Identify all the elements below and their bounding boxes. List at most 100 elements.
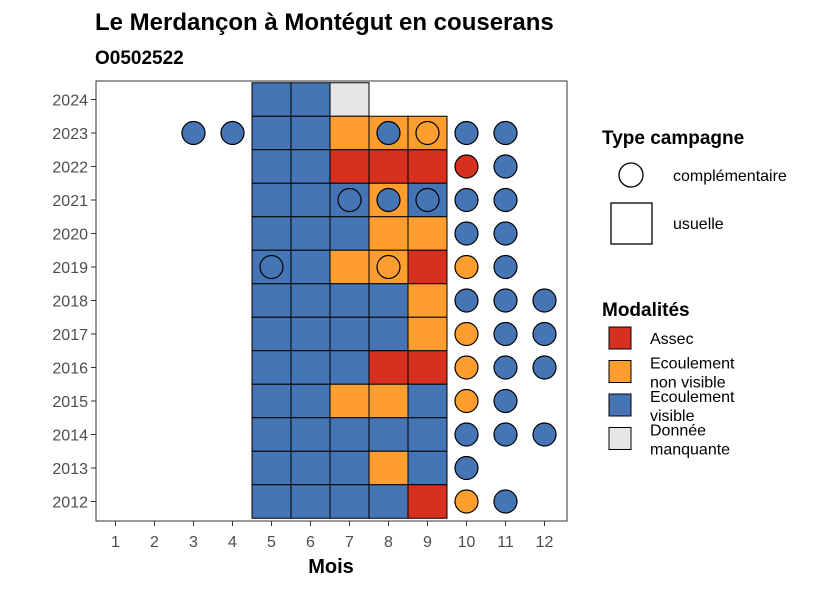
x-tick-label-8: 8	[384, 534, 393, 551]
tile-2024-7	[329, 82, 370, 117]
y-tick-label-2012: 2012	[52, 495, 88, 512]
point-2023-9	[415, 120, 440, 146]
tile-2022-6	[290, 149, 331, 184]
tile-2012-7	[329, 484, 370, 519]
point-2023-8	[376, 120, 401, 146]
tile-2014-8	[368, 417, 409, 452]
tile-2018-5	[251, 283, 292, 318]
point-2015-10	[454, 388, 479, 414]
y-axis: 2012 2013 2014 2015 2016 2017 2018 2019 2020 2021…	[52, 93, 96, 512]
x-tick-label-4: 4	[228, 534, 237, 551]
tile-2014-7	[329, 417, 370, 452]
y-tick-label-2020: 2020	[52, 227, 88, 244]
point-2023-4	[220, 120, 245, 146]
point-2019-10	[454, 254, 479, 280]
legend: Type campagne complémentaire usuelle Mod…	[602, 128, 787, 459]
point-2012-10	[454, 489, 479, 514]
legend-campaign-label-complementaire: complémentaire	[673, 168, 787, 185]
tile-2017-7	[329, 316, 370, 352]
tile-2024-5	[251, 82, 292, 117]
legend-campaign-symbol-usuelle	[610, 202, 653, 245]
tile-2014-6	[290, 417, 331, 452]
point-2018-11	[493, 288, 518, 313]
tile-2013-5	[251, 450, 292, 486]
tile-2019-7	[329, 249, 370, 285]
point-2022-11	[493, 154, 518, 179]
legend-label-ecoulement-visible-line-2: visible	[650, 408, 695, 425]
tile-2013-7	[329, 450, 370, 486]
tile-2019-9	[407, 249, 448, 285]
point-2014-10	[454, 422, 479, 447]
x-tick-label-2: 2	[150, 534, 159, 551]
chart-subtitle: O0502522	[95, 48, 184, 69]
tile-2015-6	[290, 383, 331, 419]
tile-2023-6	[290, 115, 331, 151]
x-tick-label-11: 11	[497, 534, 514, 551]
legend-swatch-ecoulement-non-visible	[608, 360, 632, 383]
point-2014-11	[493, 422, 518, 447]
y-tick-label-2021: 2021	[52, 193, 88, 210]
x-tick-label-3: 3	[189, 534, 198, 551]
y-tick-label-2018: 2018	[52, 294, 88, 311]
legend-campaign-symbol-complementaire	[618, 162, 644, 188]
tile-2015-8	[368, 383, 409, 419]
y-tick-label-2022: 2022	[52, 160, 88, 177]
tile-2018-8	[368, 283, 409, 318]
point-2023-11	[493, 120, 518, 146]
tile-2020-9	[407, 216, 448, 251]
point-2016-11	[493, 355, 518, 380]
y-tick-label-2024: 2024	[52, 93, 88, 110]
x-tick-label-9: 9	[423, 534, 432, 551]
complementaire-points	[181, 120, 557, 514]
tile-2012-9	[407, 484, 448, 519]
point-2021-10	[454, 187, 479, 213]
legend-label-ecoulement-visible-line-1: Ecoulement	[650, 389, 735, 406]
tile-2017-5	[251, 316, 292, 352]
tile-2024-6	[290, 82, 331, 117]
x-tick-label-1: 1	[111, 534, 120, 551]
tile-2014-9	[407, 417, 448, 452]
legend-label-ecoulement-non-visible-line-2: non visible	[650, 375, 726, 392]
y-tick-label-2017: 2017	[52, 327, 88, 344]
tile-2012-6	[290, 484, 331, 519]
x-axis-title: Mois	[308, 556, 354, 578]
legend-campaign-title: Type campagne	[602, 128, 744, 149]
y-tick-label-2013: 2013	[52, 461, 88, 478]
tile-2015-5	[251, 383, 292, 419]
point-2012-11	[493, 489, 518, 514]
point-2021-11	[493, 187, 518, 213]
tile-2016-8	[368, 350, 409, 385]
y-tick-label-2019: 2019	[52, 260, 88, 277]
x-tick-label-10: 10	[458, 534, 476, 551]
tile-2023-5	[251, 115, 292, 151]
tile-2015-7	[329, 383, 370, 419]
tile-2021-6	[290, 182, 331, 218]
legend-swatch-assec	[608, 326, 632, 350]
tile-2022-8	[368, 149, 409, 184]
point-2017-10	[454, 321, 479, 347]
point-2023-10	[454, 120, 479, 146]
tile-2022-7	[329, 149, 370, 184]
usuelle-tiles	[251, 82, 448, 519]
tile-2016-9	[407, 350, 448, 385]
tile-2017-8	[368, 316, 409, 352]
x-tick-label-6: 6	[306, 534, 315, 551]
legend-swatch-donnee-manquante	[608, 427, 632, 450]
point-2020-10	[454, 221, 479, 246]
tile-2013-9	[407, 450, 448, 486]
tile-2018-7	[329, 283, 370, 318]
y-tick-label-2014: 2014	[52, 428, 88, 445]
point-2014-12	[532, 422, 557, 447]
point-2018-10	[454, 288, 479, 313]
point-2018-12	[532, 288, 557, 313]
point-2020-11	[493, 221, 518, 246]
point-2019-8	[376, 254, 401, 280]
point-2016-12	[532, 355, 557, 380]
point-2015-11	[493, 388, 518, 414]
y-tick-label-2016: 2016	[52, 361, 88, 378]
tile-2023-7	[329, 115, 370, 151]
tile-2019-6	[290, 249, 331, 285]
point-2013-10	[454, 455, 479, 481]
tile-2018-6	[290, 283, 331, 318]
